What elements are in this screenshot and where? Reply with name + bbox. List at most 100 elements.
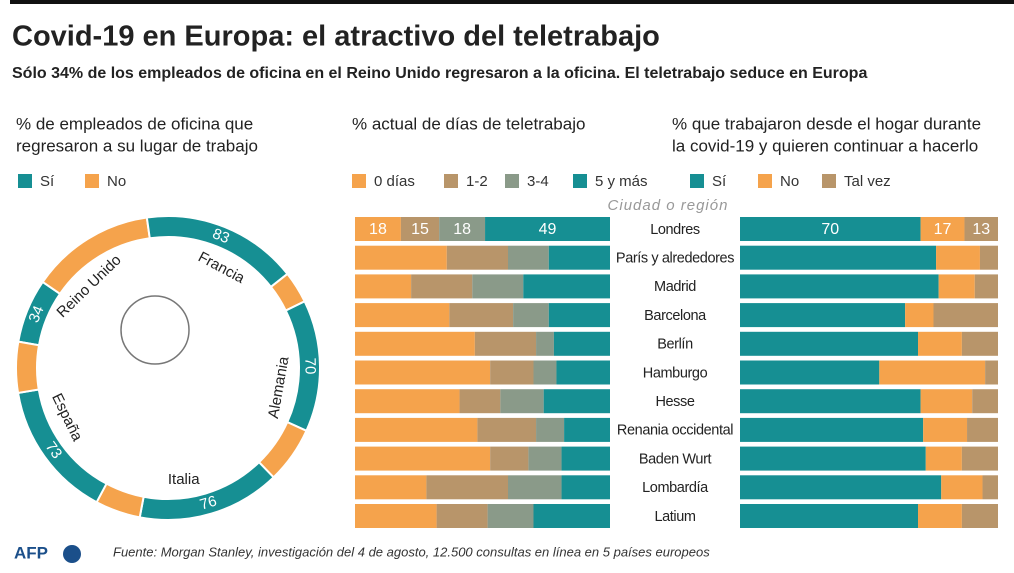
legend-swatch xyxy=(573,174,587,188)
category-label: París y alrededores xyxy=(616,251,734,267)
legend-label: 3-4 xyxy=(527,173,549,190)
donut-category-label: Italia xyxy=(168,471,200,488)
legend-swatch xyxy=(690,174,704,188)
legend-label: Sí xyxy=(712,173,727,190)
bar-segment xyxy=(426,475,508,500)
bar-segment xyxy=(740,303,906,328)
legend-label: No xyxy=(780,173,799,190)
bar-segment xyxy=(487,504,534,528)
bar-segment xyxy=(925,446,962,471)
bar-segment xyxy=(918,331,962,356)
category-label: Lombardía xyxy=(642,480,709,496)
legend-swatch xyxy=(18,174,32,188)
bar-segment xyxy=(533,504,610,528)
chart-title: la covid-19 y quieren continuar a hacerl… xyxy=(672,136,978,155)
donut-value-label: 70 xyxy=(301,358,318,375)
bar-value-label: 70 xyxy=(821,221,839,238)
bar-value-label: 49 xyxy=(539,221,557,238)
top-rule xyxy=(10,0,1014,4)
donut-value-label: 73 xyxy=(42,439,66,462)
bar-segment xyxy=(740,360,880,385)
bar-segment xyxy=(740,389,921,414)
legend-label: 0 días xyxy=(374,173,415,190)
bar-segment xyxy=(439,217,486,241)
bar-value-label: 13 xyxy=(972,221,990,238)
bar-segment xyxy=(553,331,610,356)
illustration xyxy=(120,295,190,365)
bar-segment xyxy=(355,417,478,442)
bar-segment xyxy=(533,360,557,385)
category-label: Hesse xyxy=(655,394,694,410)
bar-segment xyxy=(436,504,488,528)
category-axis-label: Ciudad o región xyxy=(608,197,729,214)
bar-segment xyxy=(355,331,475,356)
bar-value-label: 18 xyxy=(369,221,387,238)
bar-segment xyxy=(938,274,975,299)
legend-swatch xyxy=(352,174,366,188)
logo: AFP xyxy=(14,543,48,562)
bar-segment xyxy=(355,360,491,385)
chart-title: regresaron a su lugar de trabajo xyxy=(16,136,258,155)
bar-segment xyxy=(905,303,934,328)
bar-segment xyxy=(941,475,983,500)
bar-segment xyxy=(740,504,919,528)
bar-segment xyxy=(972,389,998,414)
bar-segment xyxy=(920,389,973,414)
bar-segment xyxy=(561,446,610,471)
bar-segment xyxy=(740,274,939,299)
bar-segment xyxy=(355,389,460,414)
bar-segment xyxy=(740,217,921,241)
legend-label: Sí xyxy=(40,173,55,190)
bar-segment xyxy=(355,446,491,471)
bar-segment xyxy=(355,217,401,241)
category-label: Madrid xyxy=(654,279,696,295)
legend-swatch xyxy=(85,174,99,188)
category-label: Renania occidental xyxy=(617,423,733,439)
bar-segment xyxy=(485,217,610,241)
donut-category-label: Alemania xyxy=(265,355,293,420)
category-label: Latium xyxy=(654,509,695,525)
bar-segment xyxy=(459,389,501,414)
donut-value-label: 76 xyxy=(198,493,219,514)
bar-segment xyxy=(355,475,427,500)
bar-segment xyxy=(920,217,965,241)
bar-segment xyxy=(411,274,473,299)
bar-segment xyxy=(936,245,980,270)
bar-segment xyxy=(740,446,926,471)
logo-dot xyxy=(63,545,81,563)
bar-segment xyxy=(923,417,968,442)
bar-segment xyxy=(490,360,534,385)
bar-segment xyxy=(528,446,562,471)
legend-label: No xyxy=(107,173,126,190)
donut-segment xyxy=(15,340,41,395)
source: Fuente: Morgan Stanley, investigación de… xyxy=(113,544,710,559)
legend-swatch xyxy=(758,174,772,188)
bar-segment xyxy=(508,475,562,500)
bar-segment xyxy=(446,245,508,270)
bar-segment xyxy=(556,360,610,385)
bar-segment xyxy=(961,331,998,356)
bar-value-label: 17 xyxy=(934,221,952,238)
bar-segment xyxy=(974,274,998,299)
chart-title: % de empleados de oficina que xyxy=(16,114,253,133)
bar-segment xyxy=(985,360,998,385)
bar-segment xyxy=(982,475,998,500)
category-label: Londres xyxy=(650,222,700,238)
bar-segment xyxy=(548,303,610,328)
bar-segment xyxy=(740,245,937,270)
bar-segment xyxy=(543,389,610,414)
bar-segment xyxy=(879,360,986,385)
bar-segment xyxy=(355,245,447,270)
subtitle: Sólo 34% de los empleados de oficina en … xyxy=(12,65,867,82)
bar-segment xyxy=(967,417,998,442)
bar-segment xyxy=(961,504,998,528)
bar-segment xyxy=(355,274,412,299)
donut-value-label: 34 xyxy=(26,303,48,325)
bar-segment xyxy=(513,303,549,328)
bar-segment xyxy=(508,245,549,270)
legend-swatch xyxy=(822,174,836,188)
bar-segment xyxy=(548,245,610,270)
bar-segment xyxy=(536,331,554,356)
legend-swatch xyxy=(505,174,519,188)
